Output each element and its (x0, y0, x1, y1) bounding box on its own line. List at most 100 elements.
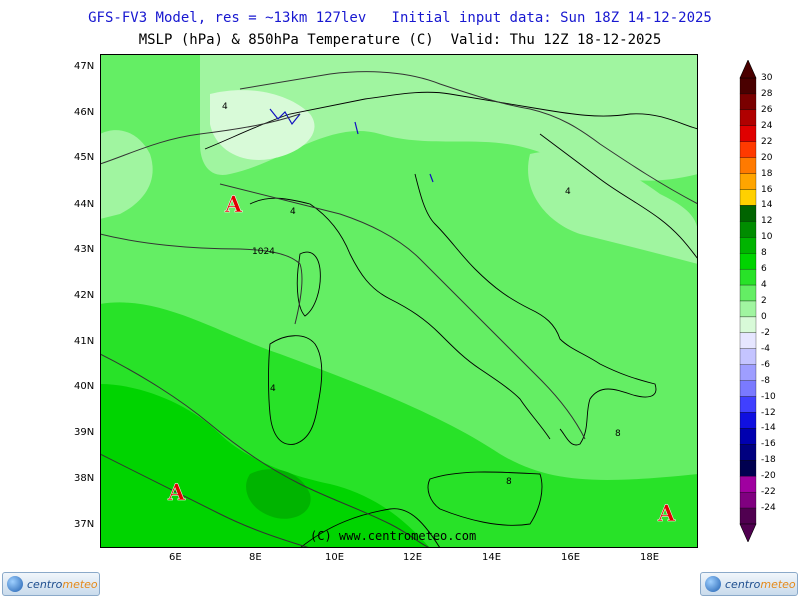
colorbar-swatch (739, 284, 757, 302)
colorbar-label: -20 (761, 471, 776, 482)
isobar-southwest (100, 353, 431, 548)
model-title: GFS-FV3 Model, res = ~13km 127lev Initia… (88, 10, 712, 26)
colorbar-swatch (739, 189, 757, 206)
sicily (427, 471, 543, 526)
longitude-label: 12E (403, 552, 423, 563)
isobar-north (239, 71, 698, 205)
colorbar-swatch (739, 380, 757, 397)
longitude-label: 6E (169, 552, 182, 563)
colorbar-swatch (739, 93, 757, 111)
isobar-central (219, 183, 586, 440)
longitude-label: 18E (640, 552, 660, 563)
isobar-1024 (100, 233, 303, 325)
colorbar-label: -14 (761, 423, 776, 434)
colorbar-label: 22 (761, 136, 773, 147)
colorbar-swatch (739, 428, 757, 445)
colorbar-bottom-arrow (739, 523, 757, 542)
colorbar-label: 8 (761, 248, 767, 259)
globe-icon (7, 576, 23, 592)
colorbar-swatch (739, 173, 757, 190)
colorbar-swatch (739, 460, 757, 477)
high-pressure-marker: A (657, 501, 676, 527)
colorbar-swatch (739, 476, 757, 493)
colorbar-swatch (739, 491, 757, 509)
colorbar-label: 24 (761, 120, 773, 131)
isotherm-label: 4 (565, 187, 571, 197)
colorbar-label: -18 (761, 455, 776, 466)
weather-map: 1024 4 4 4 4 8 8 A A A (C) www.centromet… (100, 54, 698, 548)
colorbar-swatch (739, 300, 757, 318)
isotherm-label: 4 (290, 207, 296, 217)
isobar-outer-west (100, 113, 301, 165)
field-title: MSLP (hPa) & 850hPa Temperature (C) Vali… (138, 32, 662, 48)
isobars (100, 71, 698, 548)
colorbar-label: -6 (761, 359, 770, 370)
colorbar-swatch (739, 125, 757, 142)
copyright-credit: (C) www.centrometeo.com (310, 529, 476, 543)
corsica (296, 251, 321, 317)
isobar-south (100, 453, 311, 548)
colorbar-swatch (739, 316, 757, 334)
colorbar-swatch (739, 109, 757, 126)
latitude-label: 39N (74, 427, 95, 438)
italy-west-coast (249, 197, 551, 440)
colorbar-label: 0 (761, 311, 767, 322)
colorbar-swatch (739, 348, 757, 365)
isotherm-label: 4 (222, 102, 228, 112)
north-africa-coast (299, 508, 441, 548)
high-pressure-marker: A (224, 192, 243, 218)
colorbar-label: 26 (761, 104, 773, 115)
colorbar-label: -8 (761, 375, 770, 386)
colorbar-top-arrow (739, 60, 757, 79)
centrometeo-logo-left[interactable]: centrometeo (2, 572, 100, 596)
longitude-label: 10E (325, 552, 345, 563)
latitude-label: 37N (74, 519, 95, 530)
alpine-border (204, 91, 698, 150)
colorbar-swatch (739, 396, 757, 413)
italy-east-coast (414, 173, 657, 446)
colorbar-label: -16 (761, 439, 776, 450)
colorbar-swatch (739, 268, 757, 286)
temperature-colorbar (739, 60, 757, 542)
colorbar-label: -22 (761, 487, 776, 498)
colorbar-label: -24 (761, 503, 776, 514)
isotherm-label: 8 (615, 429, 621, 439)
colorbar-swatch (739, 444, 757, 461)
longitude-label: 8E (249, 552, 262, 563)
colorbar-swatch (739, 157, 757, 174)
latitude-label: 44N (74, 199, 95, 210)
temperature-band-2-4-adriatic (528, 151, 698, 264)
colorbar-swatch (739, 364, 757, 381)
colorbar-label: 2 (761, 296, 767, 306)
colorbar-label: -2 (761, 327, 770, 338)
latitude-label: 43N (74, 244, 95, 255)
centrometeo-logo-right[interactable]: centrometeo (700, 572, 798, 596)
latitude-label: 40N (74, 381, 95, 392)
colorbar-label: -4 (761, 343, 770, 354)
colorbar-label: 6 (761, 264, 767, 275)
latitude-label: 42N (74, 290, 95, 301)
isotherm-label: 8 (506, 477, 512, 487)
temperature-band-2-4-north (200, 54, 698, 181)
coastlines (204, 91, 698, 548)
colorbar-swatch (739, 507, 757, 525)
latitude-label: 38N (74, 473, 95, 484)
colorbar-swatch (739, 221, 757, 238)
colorbar-label: 28 (761, 88, 773, 99)
latitude-label: 46N (74, 107, 95, 118)
latitude-label: 47N (74, 61, 95, 72)
colorbar-swatch (739, 332, 757, 349)
sardinia (268, 335, 323, 445)
latitude-label: 45N (74, 152, 95, 163)
colorbar-label: 16 (761, 184, 773, 195)
colorbar-label: -12 (761, 407, 776, 418)
colorbar-swatch (739, 253, 757, 270)
colorbar-swatch (739, 77, 757, 95)
lakes (269, 108, 434, 183)
longitude-label: 16E (561, 552, 581, 563)
temperature-band-8-10 (100, 384, 430, 548)
colorbar-label: -10 (761, 391, 776, 402)
balkan-coast (539, 133, 698, 260)
colorbar-label: 18 (761, 168, 773, 179)
colorbar-label: 10 (761, 232, 773, 243)
